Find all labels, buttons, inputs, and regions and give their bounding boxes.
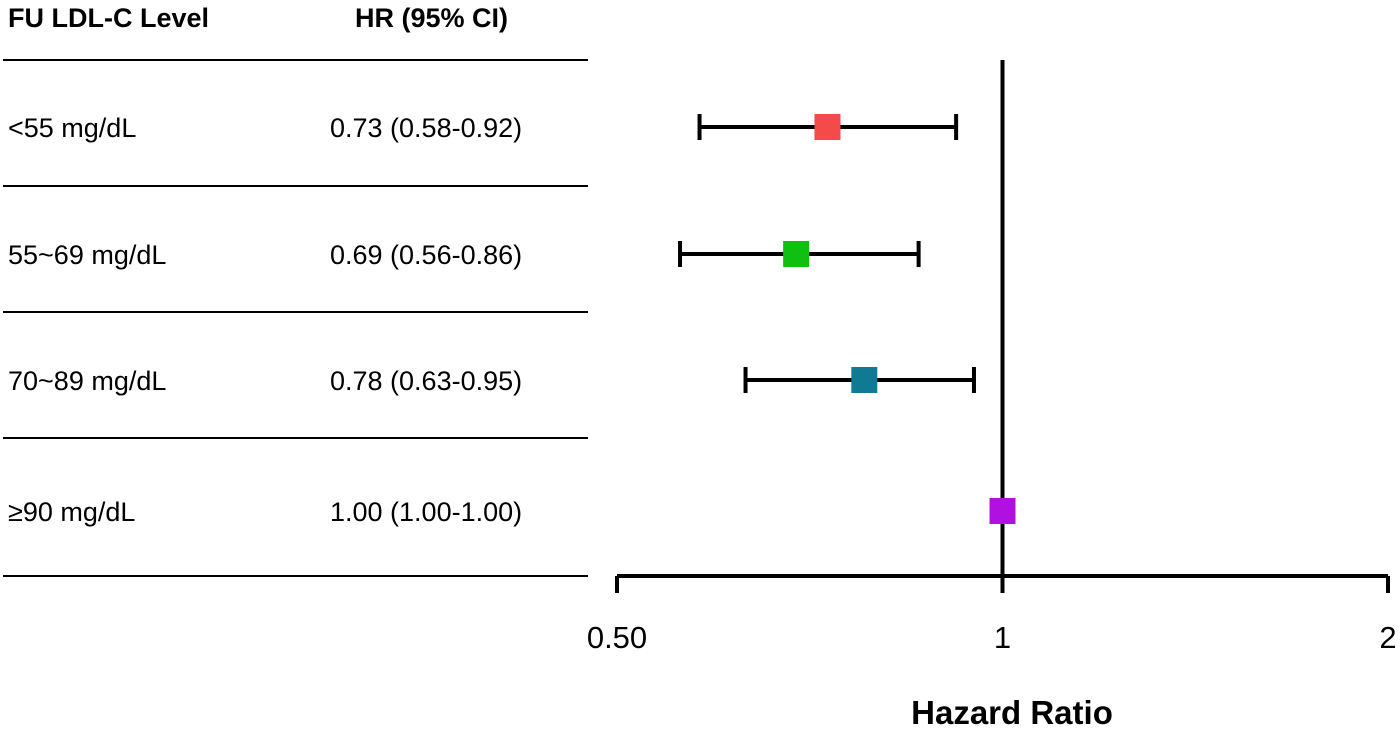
row-hr-text: 0.69 (0.56-0.86): [330, 240, 522, 270]
hr-point-marker: [851, 367, 878, 393]
column-header-level: FU LDL-C Level: [8, 3, 209, 33]
x-axis: 0.50 1 2: [587, 574, 1397, 655]
plot-marks: [678, 114, 1016, 524]
row-level-label: 70~89 mg/dL: [8, 366, 166, 396]
hr-point-marker: [814, 114, 841, 140]
x-tick-label: 1: [994, 620, 1011, 655]
table-rows: <55 mg/dL 0.73 (0.58-0.92) 55~69 mg/dL 0.69…: [8, 113, 522, 527]
row-hr-text: 1.00 (1.00-1.00): [330, 497, 522, 527]
row-level-label: ≥90 mg/dL: [8, 497, 135, 527]
hr-point-marker: [989, 498, 1016, 524]
x-tick-label: 2: [1379, 620, 1396, 655]
row-hr-text: 0.78 (0.63-0.95): [330, 366, 522, 396]
hr-point-marker: [783, 241, 810, 267]
column-header-hr: HR (95% CI): [355, 3, 508, 33]
x-axis-label: Hazard Ratio: [911, 694, 1113, 729]
table-lines: [3, 59, 588, 577]
row-level-label: <55 mg/dL: [8, 113, 136, 143]
x-tick-label: 0.50: [587, 620, 647, 655]
row-level-label: 55~69 mg/dL: [8, 240, 166, 270]
row-hr-text: 0.73 (0.58-0.92): [330, 113, 522, 143]
